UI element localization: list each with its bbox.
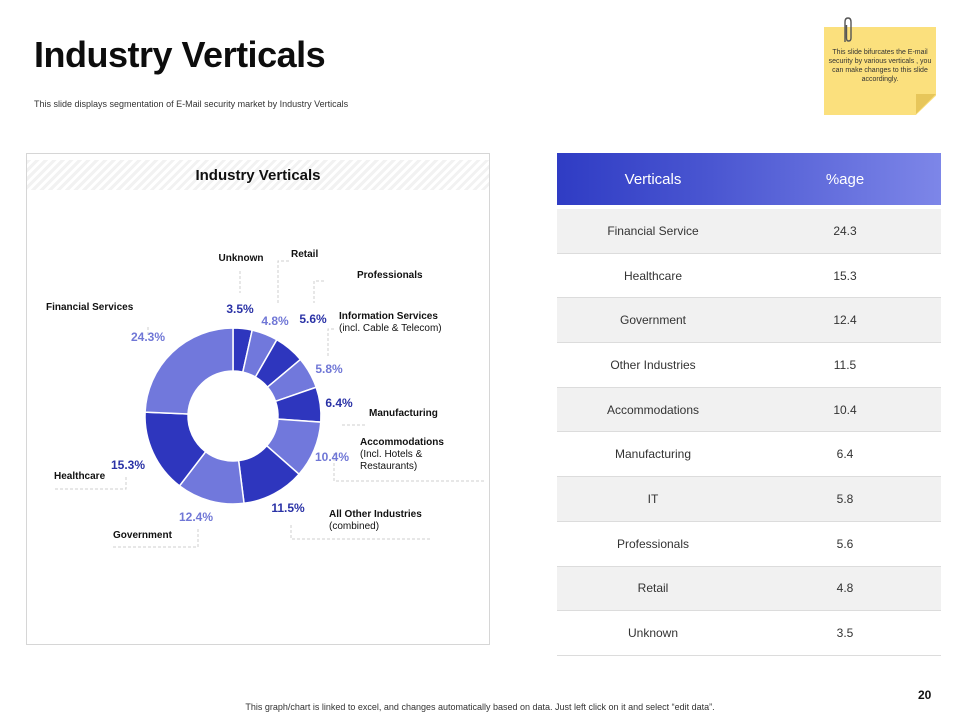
- cell-vertical: Unknown: [627, 626, 679, 641]
- table-row: Retail 4.8: [557, 566, 941, 612]
- table-header-underline: [557, 205, 941, 209]
- leader-line: [277, 260, 289, 305]
- slice-category-label: Professionals: [357, 270, 423, 281]
- cell-percentage: 24.3: [833, 223, 857, 238]
- cell-percentage: 11.5: [833, 357, 857, 372]
- page-subtitle: This slide displays segmentation of E-Ma…: [34, 99, 349, 109]
- donut-value-labels: 3.5% 4.8% 5.6% 5.8% 6.4% 10.4% 11.5% 12.4% 15.3%…: [111, 302, 353, 524]
- table-row: Healthcare 15.3: [557, 253, 941, 299]
- cell-percentage: 5.8: [836, 491, 854, 506]
- table-row: Financial Service 24.3: [557, 209, 941, 254]
- table-row: Manufacturing 6.4: [557, 432, 941, 478]
- slice-category-label: Healthcare: [54, 471, 106, 482]
- slice-value-label: 6.4%: [325, 396, 353, 410]
- slice-value-label: 12.4%: [179, 510, 213, 524]
- chart-title-band: [27, 160, 489, 190]
- table-row: Accommodations 10.4: [557, 387, 941, 433]
- chart-panel: Industry Verticals: [26, 153, 490, 645]
- leader-line: [54, 477, 127, 490]
- donut-slices: [144, 327, 322, 505]
- chart-title: Industry Verticals: [195, 167, 321, 184]
- slice-value-label: 5.6%: [299, 312, 327, 326]
- donut-leader-lines: [54, 260, 486, 548]
- verticals-table: Verticals %age Financial Service 24.3 Heal…: [557, 153, 941, 656]
- slice-category-label: Manufacturing: [369, 408, 438, 419]
- slice-value-label: 15.3%: [111, 458, 145, 472]
- table-row: Government 12.4: [557, 298, 941, 344]
- cell-vertical: Healthcare: [623, 268, 683, 283]
- sticky-note-fold: [916, 94, 936, 114]
- slice-category-label: Retail: [291, 249, 318, 260]
- slice-value-label: 4.8%: [261, 314, 289, 328]
- cell-vertical: Professionals: [616, 536, 690, 551]
- slice-category-label: Information Services (incl. Cable & Telec…: [339, 311, 442, 334]
- cell-vertical: Retail: [637, 581, 669, 596]
- page-title: Industry Verticals: [34, 34, 326, 75]
- donut-category-labels: Unknown Retail Professionals Information Se…: [46, 249, 444, 541]
- cell-percentage: 15.3: [833, 268, 857, 283]
- sticky-note-text: This slide bifurcates the E-mail securit…: [828, 49, 932, 83]
- cell-percentage: 5.6: [836, 536, 854, 551]
- cell-percentage: 12.4: [833, 313, 857, 328]
- donut-chart: 3.5% 4.8% 5.6% 5.8% 6.4% 10.4% 11.5% 12.4% 15.3%…: [46, 249, 486, 548]
- slice-category-label: All Other Industries (combined): [329, 509, 422, 532]
- cell-vertical: Manufacturing: [614, 447, 692, 462]
- slice-value-label: 11.5%: [271, 501, 305, 515]
- footer-note: This graph/chart is linked to excel, and…: [245, 702, 715, 712]
- leader-line: [313, 280, 324, 303]
- slice-category-label: Financial Services: [46, 302, 134, 313]
- cell-vertical: Government: [619, 313, 687, 328]
- paperclip-icon: [844, 17, 852, 42]
- table-body: Financial Service 24.3 Healthcare 15.3 Gover…: [557, 209, 941, 656]
- cell-vertical: Accommodations: [606, 402, 700, 417]
- cell-percentage: 4.8: [836, 581, 854, 596]
- page-number: 20: [918, 688, 932, 702]
- cell-vertical: IT: [647, 491, 659, 506]
- cell-percentage: 3.5: [836, 626, 854, 641]
- leader-line: [327, 328, 334, 358]
- slice-category-label: Government: [113, 530, 173, 541]
- header-verticals: Verticals: [624, 170, 682, 188]
- cell-percentage: 6.4: [836, 447, 854, 462]
- table-row: Unknown 3.5: [557, 611, 941, 656]
- table-row: IT 5.8: [557, 477, 941, 522]
- slice-value-label: 24.3%: [131, 330, 165, 344]
- slice-value-label: 10.4%: [315, 450, 349, 464]
- slice-value-label: 5.8%: [315, 362, 343, 376]
- leader-line: [290, 525, 431, 540]
- cell-vertical: Financial Service: [607, 223, 699, 238]
- table-row: Professionals 5.6: [557, 521, 941, 567]
- cell-vertical: Other Industries: [610, 357, 696, 372]
- table-row: Other Industries 11.5: [557, 343, 941, 388]
- table-header: Verticals %age: [557, 153, 941, 205]
- slice-category-label: Accommodations (Incl. Hotels & Restaurants…: [360, 437, 444, 472]
- cell-percentage: 10.4: [833, 402, 857, 417]
- donut-slice: [144, 327, 234, 415]
- slice-category-label: Unknown: [219, 253, 264, 264]
- slice-value-label: 3.5%: [226, 302, 254, 316]
- header-percentage: %age: [825, 170, 865, 188]
- leader-line: [113, 529, 199, 548]
- leader-line: [333, 453, 486, 482]
